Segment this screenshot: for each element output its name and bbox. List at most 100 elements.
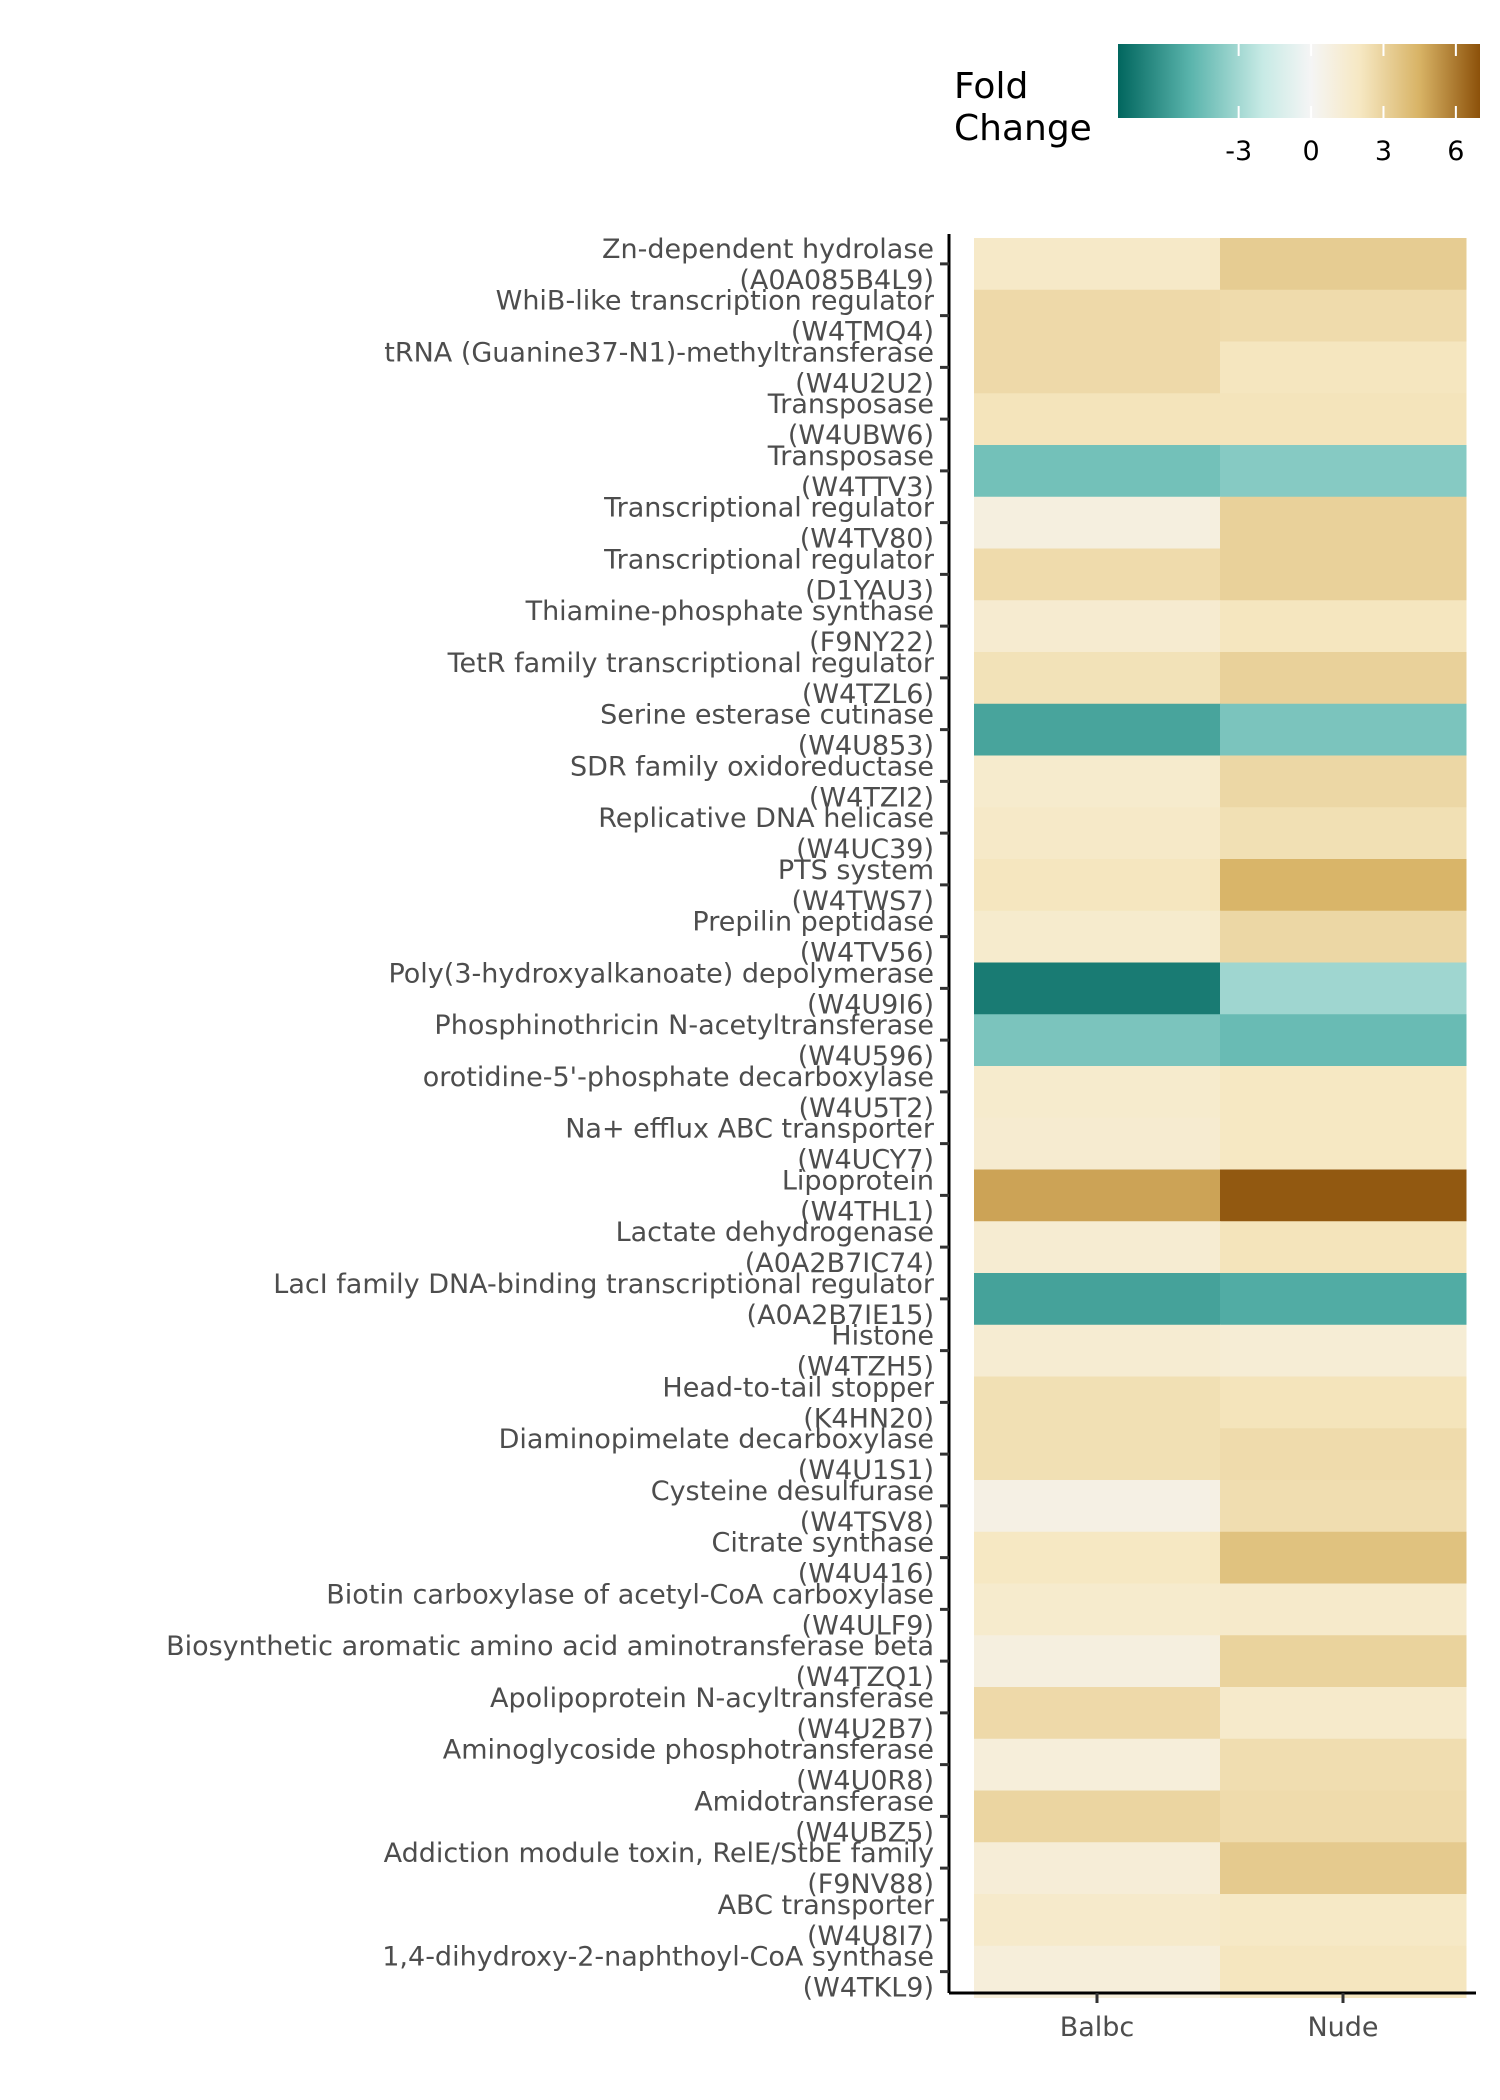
- row-label-id: (W4TTV3): [801, 472, 934, 503]
- heatmap-cell: [1220, 1635, 1467, 1688]
- heatmap-cell: [1220, 1324, 1467, 1377]
- row-label-id: (W4TZL6): [802, 679, 934, 710]
- row-label-name: Transcriptional regulator: [603, 544, 935, 575]
- heatmap-cell: [974, 1066, 1221, 1119]
- heatmap-cell: [974, 1169, 1221, 1222]
- row-label-id: (W4TZQ1): [796, 1662, 934, 1693]
- row-label-name: Zn-dependent hydrolase: [602, 234, 934, 265]
- y-axis: Zn-dependent hydrolase(A0A085B4L9)WhiB-l…: [166, 234, 949, 2004]
- column-label: Nude: [1307, 2012, 1378, 2043]
- row-label-name: WhiB-like transcription regulator: [496, 286, 935, 317]
- row-label-name: Transposase: [767, 441, 934, 472]
- row-label-name: TetR family transcriptional regulator: [447, 648, 935, 679]
- row-label-id: (F9NY22): [809, 627, 934, 658]
- heatmap-cell: [1220, 1273, 1467, 1326]
- heatmap-cell: [974, 1376, 1221, 1429]
- heatmap-cell: [1220, 393, 1467, 446]
- legend-colorbar: [1118, 44, 1480, 118]
- heatmap-cell: [974, 445, 1221, 498]
- heatmap-cell: [1220, 1014, 1467, 1067]
- row-label-name: Addiction module toxin, RelE/StbE family: [384, 1838, 934, 1869]
- heatmap-cell: [974, 1842, 1221, 1895]
- heatmap-cell: [974, 289, 1221, 342]
- row-label-id: (D1YAU3): [805, 575, 934, 606]
- row-label-id: (W4U853): [798, 731, 934, 762]
- row-label-id: (W4U2U2): [795, 368, 934, 399]
- heatmap-cell: [1220, 755, 1467, 808]
- row-label-id: (W4TZI2): [809, 782, 934, 813]
- legend-ticks: -3 0 3 6: [1225, 44, 1464, 167]
- row-label-name: 1,4-dihydroxy-2-naphthoyl-CoA synthase: [382, 1942, 934, 1973]
- heatmap-cell: [1220, 910, 1467, 963]
- row-label-id: (W4U9I6): [807, 989, 934, 1020]
- row-label-name: Thiamine-phosphate synthase: [525, 596, 934, 627]
- row-label-id: (K4HN20): [803, 1403, 934, 1434]
- row-label-name: tRNA (Guanine37-N1)-methyltransferase: [384, 337, 934, 368]
- heatmap-cell: [974, 1687, 1221, 1740]
- heatmap-cell: [974, 1738, 1221, 1791]
- x-axis: Balbc Nude: [1060, 1993, 1379, 2043]
- heatmap-cell: [974, 807, 1221, 860]
- heatmap-cell: [974, 393, 1221, 446]
- heatmap-cell: [974, 1221, 1221, 1274]
- row-label-name: Transcriptional regulator: [603, 493, 935, 524]
- heatmap-cell: [974, 859, 1221, 912]
- row-label-id: (W4UC39): [796, 834, 934, 865]
- heatmap-cell: [1220, 600, 1467, 653]
- row-label-id: (W4TV56): [800, 938, 934, 969]
- row-label-id: (W4UBZ5): [795, 1817, 934, 1848]
- heatmap-cell: [1220, 1531, 1467, 1584]
- row-label-name: Histone: [831, 1321, 934, 1352]
- row-label-id: (W4TZH5): [797, 1352, 934, 1383]
- row-label-id: (W4ULF9): [802, 1610, 934, 1641]
- row-label-id: (W4U8I7): [807, 1921, 934, 1952]
- row-label-id: (F9NV88): [807, 1869, 934, 1900]
- row-label-id: (W4UCY7): [797, 1145, 934, 1176]
- heatmap-cell: [1220, 703, 1467, 756]
- heatmap-cell: [1220, 1169, 1467, 1222]
- row-label-id: (A0A2B7IC74): [745, 1248, 934, 1279]
- heatmap-cell: [1220, 1117, 1467, 1170]
- row-label-name: Head-to-tail stopper: [662, 1372, 934, 1403]
- heatmap-cell: [1220, 652, 1467, 705]
- row-label-name: SDR family oxidoreductase: [570, 751, 934, 782]
- row-label-id: (W4TWS7): [792, 886, 934, 917]
- heatmap-cell: [974, 1273, 1221, 1326]
- row-label-id: (W4THL1): [800, 1196, 934, 1227]
- heatmap-cell: [1220, 238, 1467, 291]
- heatmap-cell: [974, 1790, 1221, 1843]
- row-label-id: (W4U596): [798, 1041, 934, 1072]
- heatmap-cell: [974, 1014, 1221, 1067]
- legend-tick-label: -3: [1225, 136, 1252, 167]
- row-label-name: Biotin carboxylase of acetyl-CoA carboxy…: [326, 1579, 934, 1610]
- heatmap-cell: [974, 1945, 1221, 1998]
- heatmap-cell: [1220, 859, 1467, 912]
- row-label-name: Na+ efflux ABC transporter: [565, 1114, 935, 1145]
- heatmap-cell: [1220, 548, 1467, 601]
- row-label-name: Transposase: [767, 389, 934, 420]
- heatmap-cell: [1220, 1376, 1467, 1429]
- heatmap-cell: [1220, 1790, 1467, 1843]
- heatmap-cell: [974, 755, 1221, 808]
- row-label-name: Poly(3-hydroxyalkanoate) depolymerase: [388, 958, 934, 989]
- legend-tick-label: 3: [1375, 136, 1392, 167]
- row-label-name: LacI family DNA-binding transcriptional …: [273, 1269, 935, 1300]
- row-label-id: (W4TSV8): [800, 1507, 934, 1538]
- row-label-name: Apolipoprotein N-acyltransferase: [490, 1683, 934, 1714]
- heatmap-cell: [974, 962, 1221, 1015]
- row-label-name: PTS system: [778, 855, 934, 886]
- row-label-id: (W4U2B7): [796, 1714, 934, 1745]
- heatmap-cell: [1220, 962, 1467, 1015]
- column-label: Balbc: [1060, 2012, 1135, 2043]
- row-label-name: Citrate synthase: [712, 1528, 934, 1559]
- heatmap-cell: [974, 1428, 1221, 1481]
- heatmap-cell: [1220, 496, 1467, 549]
- legend-title-line-1: Fold: [954, 66, 1028, 107]
- legend-tick-label: 0: [1302, 136, 1319, 167]
- heatmap-cell: [974, 910, 1221, 963]
- heatmap-cell: [974, 496, 1221, 549]
- row-label-name: Diaminopimelate decarboxylase: [499, 1424, 934, 1455]
- row-label-id: (A0A085B4L9): [739, 265, 934, 296]
- heatmap-cell: [1220, 1738, 1467, 1791]
- heatmap-cell: [974, 548, 1221, 601]
